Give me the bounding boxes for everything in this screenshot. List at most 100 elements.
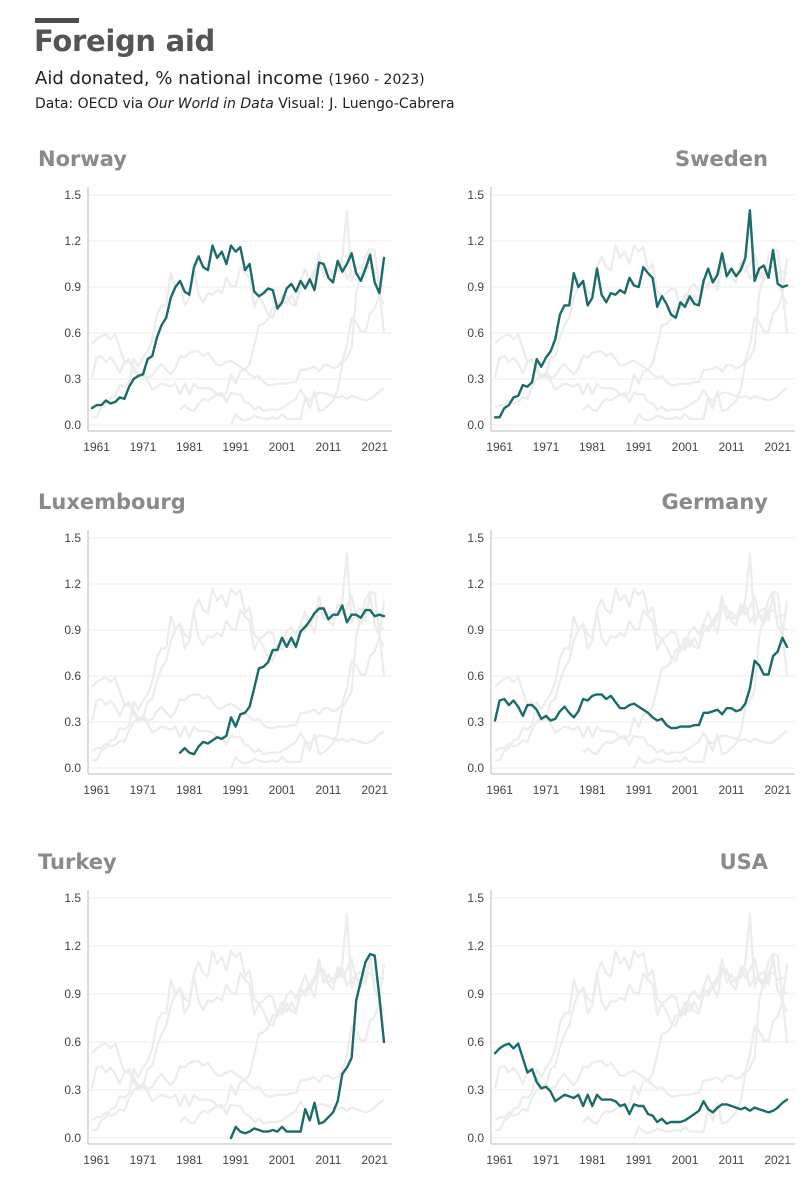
background-series-line bbox=[493, 293, 788, 387]
x-tick-label: 2021 bbox=[361, 1153, 388, 1167]
y-tick-label: 0.0 bbox=[467, 1131, 484, 1145]
subtitle-range: (1960 - 2023) bbox=[328, 72, 425, 88]
y-tick-label: 0.3 bbox=[64, 372, 81, 386]
background-series-line bbox=[494, 333, 788, 413]
background-series-line bbox=[229, 590, 386, 769]
x-tick-label: 1961 bbox=[486, 783, 513, 797]
x-tick-label: 1971 bbox=[130, 440, 157, 454]
panel-norway: Norway 0.0 0.3 0.6 0.9 1.2 1.5 1961 1971 1981 1991… bbox=[38, 147, 392, 454]
highlight-series-line bbox=[178, 604, 386, 756]
x-tick-label: 1971 bbox=[533, 440, 560, 454]
country-label: Norway bbox=[38, 147, 127, 171]
x-tick-label: 2001 bbox=[269, 783, 296, 797]
source-owid: Our World in Data bbox=[147, 96, 274, 112]
x-tick-label: 1981 bbox=[579, 440, 606, 454]
y-tick-label: 1.2 bbox=[64, 577, 81, 591]
background-series-line bbox=[229, 247, 386, 426]
x-tick-label: 2021 bbox=[764, 783, 791, 797]
x-tick-label: 1991 bbox=[625, 1153, 652, 1167]
x-tick-label: 1961 bbox=[83, 440, 110, 454]
x-tick-label: 1971 bbox=[533, 1153, 560, 1167]
background-series-line bbox=[493, 1000, 788, 1098]
y-tick-label: 0.9 bbox=[467, 987, 484, 1001]
y-tick-label: 0.9 bbox=[467, 280, 484, 294]
highlight-series-line bbox=[493, 209, 789, 419]
subtitle-main: Aid donated, % national income bbox=[35, 68, 323, 89]
x-tick-label: 1981 bbox=[579, 1153, 606, 1167]
background-series-line bbox=[632, 952, 789, 1139]
background-series-line bbox=[582, 967, 788, 1125]
x-tick-label: 1981 bbox=[176, 440, 203, 454]
country-label: Sweden bbox=[675, 147, 768, 171]
y-tick-label: 1.2 bbox=[467, 939, 484, 953]
x-tick-label: 2011 bbox=[315, 783, 341, 797]
x-tick-label: 2001 bbox=[672, 783, 699, 797]
background-series-line bbox=[632, 590, 789, 769]
y-tick-label: 0.3 bbox=[64, 1083, 81, 1097]
country-label: Turkey bbox=[38, 850, 117, 874]
y-tick-label: 0.0 bbox=[64, 1131, 81, 1145]
background-series-line bbox=[494, 949, 789, 1122]
x-tick-label: 2011 bbox=[315, 1153, 341, 1167]
highlight-series-line bbox=[90, 244, 386, 410]
x-tick-label: 2011 bbox=[718, 1153, 744, 1167]
x-tick-label: 2001 bbox=[672, 440, 699, 454]
x-tick-label: 2001 bbox=[269, 440, 296, 454]
y-tick-label: 1.2 bbox=[64, 234, 81, 248]
background-series-line bbox=[179, 261, 385, 413]
country-label: USA bbox=[720, 850, 769, 874]
x-tick-label: 1961 bbox=[486, 440, 513, 454]
background-series-line bbox=[91, 587, 386, 753]
y-tick-label: 1.5 bbox=[64, 531, 81, 545]
y-tick-label: 1.2 bbox=[64, 939, 81, 953]
x-tick-label: 1961 bbox=[486, 1153, 513, 1167]
background-series-line bbox=[91, 949, 386, 1122]
y-tick-label: 1.5 bbox=[64, 188, 81, 202]
y-tick-label: 0.3 bbox=[467, 1083, 484, 1097]
x-tick-label: 2001 bbox=[269, 1153, 296, 1167]
x-tick-label: 1991 bbox=[625, 783, 652, 797]
panel-luxembourg: Luxembourg 0.0 0.3 0.6 0.9 1.2 1.5 1961 1971 1981… bbox=[38, 490, 392, 797]
y-tick-label: 1.5 bbox=[467, 188, 484, 202]
y-tick-label: 1.2 bbox=[467, 577, 484, 591]
x-tick-label: 2011 bbox=[718, 783, 744, 797]
panel-sweden: Sweden 0.0 0.3 0.6 0.9 1.2 1.5 1961 1971 1981 1991… bbox=[467, 147, 795, 454]
x-tick-label: 1991 bbox=[222, 1153, 249, 1167]
x-tick-label: 1981 bbox=[579, 783, 606, 797]
page-subtitle: Aid donated, % national income (1960 - 2… bbox=[35, 68, 425, 89]
source-credit: Visual: J. Luengo-Cabrera bbox=[273, 96, 455, 112]
x-tick-label: 2011 bbox=[718, 440, 744, 454]
background-series-line bbox=[92, 552, 385, 762]
background-series-line bbox=[494, 244, 789, 410]
y-tick-label: 0.6 bbox=[467, 326, 484, 340]
y-tick-label: 0.9 bbox=[64, 623, 81, 637]
y-tick-label: 1.5 bbox=[467, 531, 484, 545]
y-tick-label: 0.3 bbox=[64, 715, 81, 729]
y-tick-label: 0.6 bbox=[467, 1035, 484, 1049]
x-tick-label: 1961 bbox=[83, 783, 110, 797]
x-tick-label: 1981 bbox=[176, 1153, 203, 1167]
y-tick-label: 0.6 bbox=[64, 1035, 81, 1049]
country-label: Luxembourg bbox=[38, 490, 186, 514]
background-series-line bbox=[90, 1000, 385, 1098]
x-tick-label: 1971 bbox=[130, 783, 157, 797]
panel-turkey: Turkey 0.0 0.3 0.6 0.9 1.2 1.5 1961 1971 1981 1991… bbox=[38, 850, 392, 1167]
x-tick-label: 2021 bbox=[361, 440, 388, 454]
y-tick-label: 0.0 bbox=[64, 418, 81, 432]
background-series-line bbox=[495, 912, 788, 1132]
source-prefix: Data: OECD via bbox=[35, 96, 148, 112]
y-tick-label: 0.6 bbox=[64, 326, 81, 340]
y-tick-label: 0.9 bbox=[64, 280, 81, 294]
x-tick-label: 1991 bbox=[222, 783, 249, 797]
y-tick-label: 0.0 bbox=[467, 418, 484, 432]
panel-usa: USA 0.0 0.3 0.6 0.9 1.2 1.5 1961 1971 1981 1991 200… bbox=[467, 850, 795, 1167]
background-series-line bbox=[91, 333, 385, 413]
y-tick-label: 0.6 bbox=[467, 669, 484, 683]
highlight-series-line bbox=[229, 952, 386, 1140]
highlight-series-line bbox=[493, 1042, 789, 1125]
x-tick-label: 1971 bbox=[533, 783, 560, 797]
y-tick-label: 0.3 bbox=[467, 372, 484, 386]
x-tick-label: 2021 bbox=[361, 783, 388, 797]
highlight-series-line bbox=[493, 636, 789, 730]
background-series-line bbox=[494, 676, 788, 756]
